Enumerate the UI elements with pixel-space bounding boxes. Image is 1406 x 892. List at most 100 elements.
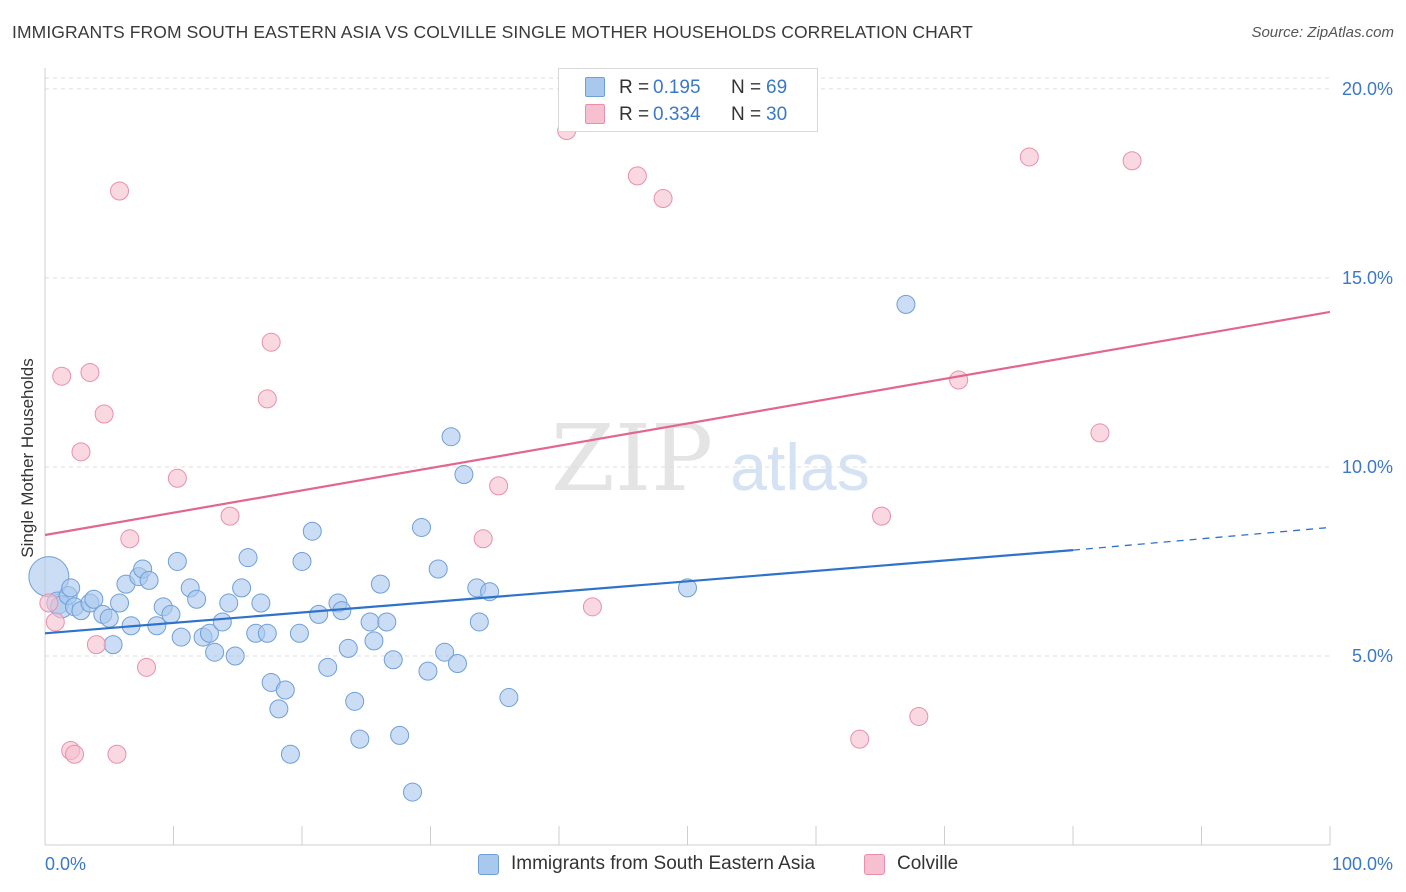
stats-row-pink: R = 0.334 N = 30 <box>559 102 817 128</box>
point-immigrants <box>280 744 300 764</box>
point-immigrants <box>370 574 390 594</box>
point-immigrants <box>103 635 123 655</box>
y-tick-label: 10.0% <box>1342 457 1393 477</box>
legend-label: Colville <box>897 853 959 874</box>
point-immigrants <box>338 638 358 658</box>
point-colville <box>65 744 85 764</box>
point-immigrants <box>383 650 403 670</box>
point-colville <box>1019 147 1039 167</box>
point-immigrants <box>232 578 252 598</box>
point-immigrants <box>187 589 207 609</box>
legend-swatch-blue <box>478 854 499 875</box>
point-immigrants <box>205 642 225 662</box>
blue-swatch <box>585 77 605 97</box>
point-immigrants <box>269 699 289 719</box>
point-immigrants <box>454 465 474 485</box>
point-colville <box>872 506 892 526</box>
point-immigrants <box>390 725 410 745</box>
point-colville <box>489 476 509 496</box>
point-immigrants <box>292 551 312 571</box>
point-immigrants <box>275 680 295 700</box>
stats-row-blue: R = 0.195 N = 69 <box>559 75 817 101</box>
point-immigrants <box>251 593 271 613</box>
r-value: 0.195 <box>653 77 701 98</box>
point-immigrants <box>225 646 245 666</box>
x-tick-label: 100.0% <box>1332 854 1393 874</box>
point-immigrants <box>418 661 438 681</box>
r-label: R = <box>619 77 650 98</box>
point-immigrants <box>84 589 104 609</box>
point-colville <box>653 189 673 209</box>
n-label: N = <box>731 104 762 125</box>
point-immigrants <box>896 294 916 314</box>
point-immigrants <box>161 604 181 624</box>
point-immigrants <box>257 623 277 643</box>
point-immigrants <box>238 548 258 568</box>
point-colville <box>86 635 106 655</box>
point-colville <box>582 597 602 617</box>
n-value: 69 <box>766 77 788 98</box>
point-immigrants <box>364 631 384 651</box>
r-value: 0.334 <box>653 104 701 125</box>
point-immigrants <box>212 612 232 632</box>
y-tick-label: 15.0% <box>1342 268 1393 288</box>
point-colville <box>45 612 65 632</box>
point-immigrants <box>360 612 380 632</box>
point-immigrants <box>435 642 455 662</box>
point-immigrants <box>110 593 130 613</box>
point-colville <box>110 181 130 201</box>
chart-title: IMMIGRANTS FROM SOUTH EASTERN ASIA VS CO… <box>12 22 973 42</box>
watermark-zip: ZIP <box>551 405 713 512</box>
point-immigrants <box>428 559 448 579</box>
y-axis-label: Single Mother Households <box>18 358 37 558</box>
point-colville <box>137 657 157 677</box>
n-label: N = <box>731 77 762 98</box>
point-immigrants <box>412 517 432 537</box>
point-immigrants <box>447 654 467 674</box>
point-colville <box>107 744 127 764</box>
point-immigrants <box>350 729 370 749</box>
y-tick-label: 20.0% <box>1342 79 1393 99</box>
stats-legend-box: R = 0.195 N = 69 R = 0.334 N = 30 <box>558 68 818 132</box>
point-immigrants <box>199 623 219 643</box>
point-immigrants <box>302 521 322 541</box>
pink-swatch <box>585 104 605 124</box>
point-colville <box>220 506 240 526</box>
point-colville <box>1122 151 1142 171</box>
point-immigrants <box>289 623 309 643</box>
point-colville <box>473 529 493 549</box>
trend-line-colville <box>44 310 1331 537</box>
chart-source: Source: ZipAtlas.com <box>1251 24 1394 41</box>
point-immigrants <box>318 657 338 677</box>
legend-swatch-pink <box>864 854 885 875</box>
point-colville <box>909 706 929 726</box>
point-colville <box>120 529 140 549</box>
point-immigrants <box>219 593 239 613</box>
point-immigrants <box>377 612 397 632</box>
r-label: R = <box>619 104 650 125</box>
point-colville <box>850 729 870 749</box>
point-colville <box>39 593 59 613</box>
point-immigrants <box>309 604 329 624</box>
point-immigrants <box>678 578 697 598</box>
point-colville <box>71 442 91 462</box>
point-immigrants <box>171 627 191 647</box>
legend-label: Immigrants from South Eastern Asia <box>511 853 816 874</box>
point-colville <box>261 332 281 352</box>
point-immigrants <box>441 427 461 447</box>
point-immigrants <box>469 612 489 632</box>
n-value: 30 <box>766 104 788 125</box>
point-colville <box>94 404 114 424</box>
point-colville <box>627 166 647 186</box>
point-immigrants <box>167 551 187 571</box>
point-colville <box>949 370 969 390</box>
point-immigrants <box>345 691 365 711</box>
point-immigrants <box>499 688 519 708</box>
point-colville <box>80 362 100 382</box>
point-colville <box>52 366 72 386</box>
trend-line-immigrants-extension <box>1072 526 1331 551</box>
point-immigrants <box>403 782 423 802</box>
point-immigrants <box>99 608 119 628</box>
y-tick-label: 5.0% <box>1352 646 1393 666</box>
